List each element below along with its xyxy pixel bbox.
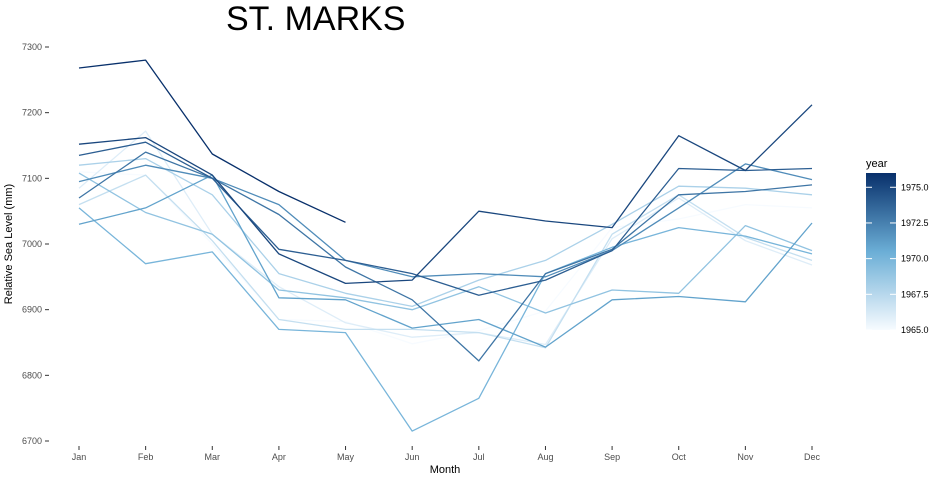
series-line-1970 — [78, 207, 813, 432]
y-axis: 6700 6800 6900 7000 7100 7200 7300 — [22, 42, 49, 446]
x-axis-title: Month — [430, 464, 461, 476]
x-axis: Jan Feb Mar Apr May Jun Jul Aug Sep Oct Nov Dec — [72, 446, 821, 462]
legend-tick-label: 1975.0 — [901, 182, 929, 192]
x-tick-label: May — [337, 452, 355, 462]
legend-colorbar — [866, 173, 896, 330]
y-tick-label: 6800 — [22, 370, 42, 380]
series-line-1976 — [78, 59, 346, 223]
x-tick-label: Jan — [72, 452, 87, 462]
x-tick-label: Feb — [138, 452, 154, 462]
series-line-1965 — [78, 171, 813, 345]
legend-tick-label: 1967.5 — [901, 289, 929, 299]
series-line-1973 — [78, 151, 813, 362]
series-line-1968 — [78, 157, 813, 308]
x-tick-label: Oct — [672, 452, 687, 462]
x-tick-label: Dec — [804, 452, 821, 462]
y-tick-label: 6900 — [22, 305, 42, 315]
chart-title: ST. MARKS — [226, 0, 405, 38]
y-tick-label: 7200 — [22, 108, 42, 118]
x-tick-label: Jun — [405, 452, 420, 462]
x-tick-label: Aug — [537, 452, 553, 462]
series-line-1974 — [78, 141, 813, 296]
plot-lines — [78, 59, 813, 432]
legend-tick-label: 1972.5 — [901, 218, 929, 228]
series-line-1975 — [78, 104, 813, 285]
x-tick-label: Jul — [473, 452, 485, 462]
legend-tick-label: 1965.0 — [901, 325, 929, 335]
x-tick-label: Sep — [604, 452, 620, 462]
series-line-1972 — [78, 163, 813, 278]
series-line-1971 — [78, 174, 813, 348]
x-tick-label: Apr — [272, 452, 286, 462]
y-tick-label: 7300 — [22, 42, 42, 52]
series-line-1967 — [78, 174, 813, 349]
y-axis-title: Relative Sea Level (mm) — [3, 184, 15, 304]
y-tick-label: 7100 — [22, 173, 42, 183]
x-tick-label: Mar — [205, 452, 221, 462]
y-tick-label: 6700 — [22, 436, 42, 446]
y-tick-label: 7000 — [22, 239, 42, 249]
legend-title: year — [866, 158, 888, 170]
legend-ticks: 1965.0 1967.5 1970.0 1972.5 1975.0 — [866, 182, 929, 335]
series-line-1966 — [78, 130, 813, 346]
legend-tick-label: 1970.0 — [901, 254, 929, 264]
series-line-1969 — [78, 172, 813, 314]
legend: year 1965.0 1967.5 1970.0 1972.5 1975.0 — [866, 158, 929, 335]
x-tick-label: Nov — [737, 452, 754, 462]
